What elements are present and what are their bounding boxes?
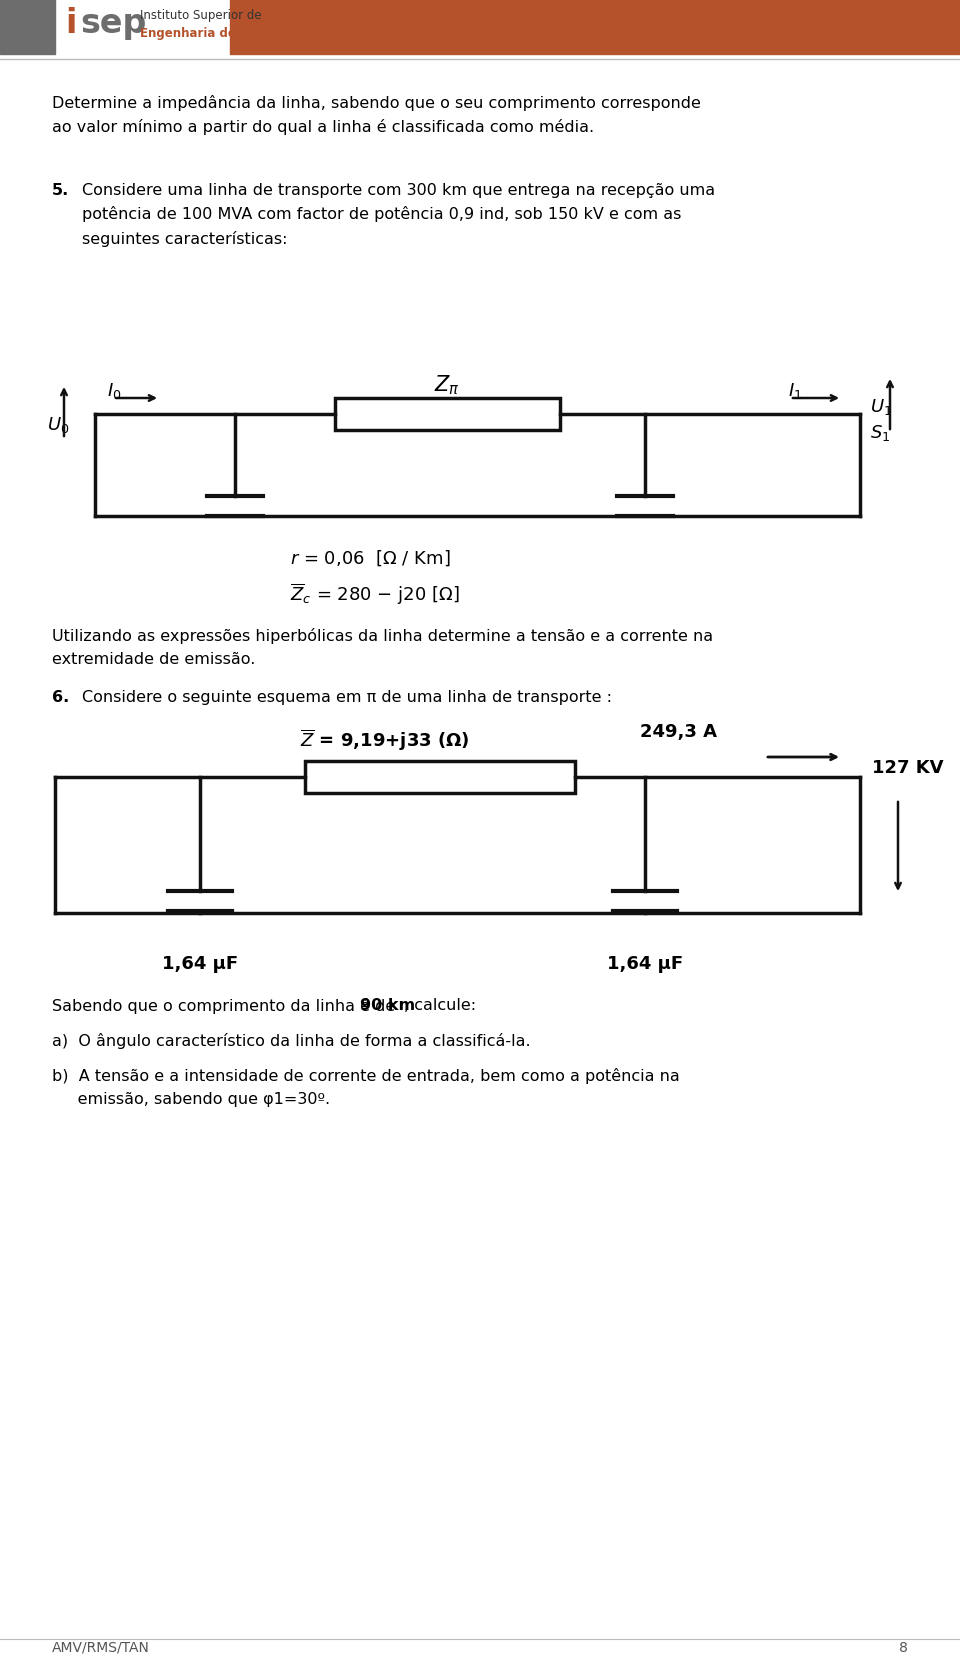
Bar bbox=[0, 0, 55, 55]
Text: $r$ = 0,06  [Ω / Km]: $r$ = 0,06 [Ω / Km] bbox=[290, 548, 450, 567]
Text: Determine a impedância da linha, sabendo que o seu comprimento corresponde
ao va: Determine a impedância da linha, sabendo… bbox=[52, 94, 701, 136]
Text: $I_1$: $I_1$ bbox=[788, 381, 803, 401]
Text: $U_1$: $U_1$ bbox=[870, 396, 892, 418]
Text: i: i bbox=[65, 7, 77, 40]
Text: $U_0$: $U_0$ bbox=[47, 414, 69, 434]
Text: a)  O ângulo característico da linha de forma a classificá-la.: a) O ângulo característico da linha de f… bbox=[52, 1032, 531, 1049]
Bar bbox=[335, 399, 560, 431]
Bar bbox=[230, 0, 960, 55]
Text: $\overline{Z}$ = 9,19+j33 (Ω): $\overline{Z}$ = 9,19+j33 (Ω) bbox=[300, 727, 469, 752]
Text: 6.: 6. bbox=[52, 689, 69, 704]
Text: 249,3 A: 249,3 A bbox=[640, 722, 717, 741]
Text: $Z_\pi$: $Z_\pi$ bbox=[434, 373, 460, 396]
Text: 127 KV: 127 KV bbox=[872, 759, 944, 777]
Text: Sabendo que o comprimento da linha é de: Sabendo que o comprimento da linha é de bbox=[52, 998, 400, 1014]
Text: Engenharia do Porto: Engenharia do Porto bbox=[140, 27, 276, 40]
Text: $S_1$: $S_1$ bbox=[870, 423, 890, 442]
Text: , calcule:: , calcule: bbox=[404, 998, 476, 1012]
Text: $\overline{Z}_c$ = 280 − j20 [Ω]: $\overline{Z}_c$ = 280 − j20 [Ω] bbox=[290, 582, 460, 606]
Text: Considere uma linha de transporte com 300 km que entrega na recepção uma
potênci: Considere uma linha de transporte com 30… bbox=[82, 182, 715, 247]
Text: 1,64 μF: 1,64 μF bbox=[607, 954, 684, 973]
Bar bbox=[305, 762, 575, 794]
Text: Instituto Superior de: Instituto Superior de bbox=[140, 8, 262, 22]
Text: Considere o seguinte esquema em π de uma linha de transporte :: Considere o seguinte esquema em π de uma… bbox=[82, 689, 612, 704]
Text: 8: 8 bbox=[900, 1640, 908, 1654]
Text: 90 km: 90 km bbox=[360, 998, 415, 1012]
Text: $I_0$: $I_0$ bbox=[107, 381, 122, 401]
Text: b)  A tensão e a intensidade de corrente de entrada, bem como a potência na
    : b) A tensão e a intensidade de corrente … bbox=[52, 1067, 680, 1107]
Text: 5.: 5. bbox=[52, 182, 69, 197]
Text: 1,64 μF: 1,64 μF bbox=[162, 954, 238, 973]
Text: Utilizando as expressões hiperbólicas da linha determine a tensão e a corrente n: Utilizando as expressões hiperbólicas da… bbox=[52, 628, 713, 666]
Text: sep: sep bbox=[80, 7, 146, 40]
Text: AMV/RMS/TAN: AMV/RMS/TAN bbox=[52, 1640, 150, 1654]
